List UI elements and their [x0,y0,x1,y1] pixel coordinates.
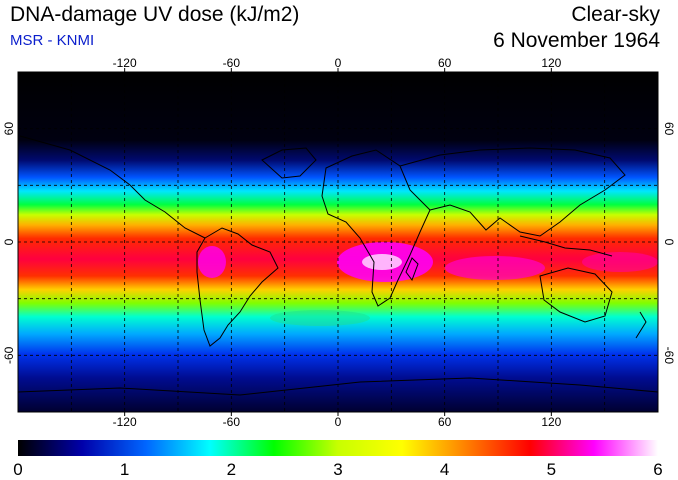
map-title: DNA-damage UV dose (kJ/m2) [10,3,300,26]
lon-tick-label-bottom: 60 [438,415,452,429]
colorbar-tick-label: 3 [333,460,342,479]
high-dose-region-pacific [582,252,658,272]
lon-tick-label-top: 0 [335,56,342,70]
colorbar [18,440,658,456]
lat-tick-label-right: 60 [662,122,676,136]
high-dose-region-indian-ocean [445,256,545,280]
colorbar-ticks: 0 1 2 3 4 5 6 [13,460,662,479]
lat-tick-label-left: 0 [2,238,16,245]
graticule [18,72,658,412]
lat-tick-label-right: 0 [662,239,676,246]
sky-condition-label: Clear-sky [571,3,660,26]
lon-tick-label-top: -120 [113,56,137,70]
lon-tick-label-bottom: 120 [541,415,561,429]
colorbar-tick-label: 1 [120,460,129,479]
coastline-madagascar [405,257,419,282]
high-dose-region-south-america [198,246,226,278]
high-dose-peak-africa [362,254,402,270]
lon-tick-label-bottom: 0 [335,415,342,429]
lon-tick-label-bottom: -60 [223,415,241,429]
colorbar-tick-label: 0 [13,460,22,479]
colorbar-tick-label: 4 [440,460,449,479]
colorbar-tick-label: 2 [227,460,236,479]
colorbar-tick-label: 5 [547,460,556,479]
latitude-ticks: 60 60 0 0 -60 -60 [2,122,676,365]
coastlines [18,135,658,396]
source-label: MSR - KNMI [10,32,95,49]
low-dose-region-south-atlantic [270,310,370,326]
lat-tick-label-left: -60 [2,346,16,364]
coastline-antarctica [18,377,658,396]
lon-tick-label-top: -60 [223,56,241,70]
longitude-ticks: -120 -120 -60 -60 0 0 60 60 120 120 [113,56,562,429]
coastline-europe-africa [321,149,431,307]
lon-tick-label-top: 120 [541,56,561,70]
coastline-australia [539,267,613,323]
coastline-new-zealand [635,311,647,339]
coastline-greenland [261,147,317,179]
lon-tick-label-bottom: -120 [113,415,137,429]
coastline-indonesia [519,235,613,257]
date-label: 6 November 1964 [493,29,660,52]
lat-tick-label-left: 60 [2,122,16,136]
coastline-north-america [19,135,206,239]
colorbar-tick-label: 6 [653,460,662,479]
lon-tick-label-top: 60 [438,56,452,70]
lat-tick-label-right: -60 [662,347,676,365]
coastline-south-america [196,227,279,347]
coastline-asia [399,147,626,237]
